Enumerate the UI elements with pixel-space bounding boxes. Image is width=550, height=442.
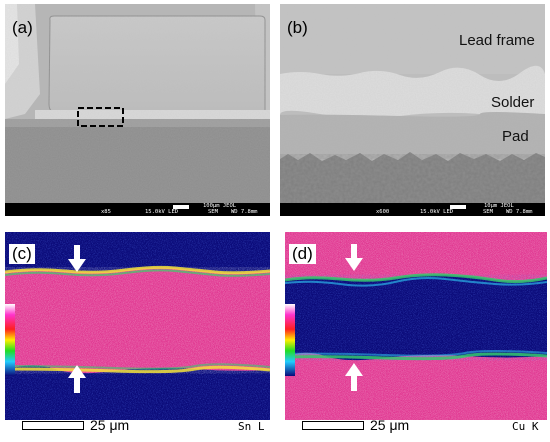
arrow-up-icon (68, 365, 86, 393)
sem-wd-b: WD 7.8mm (506, 209, 533, 215)
region-label-lead-frame: Lead frame (459, 32, 535, 49)
sem-scalebar-a (173, 205, 189, 209)
sem-voltage-a: 15.0kV LED (145, 209, 179, 215)
color-scale-strip-c (5, 304, 15, 376)
sem-mag-b: x600 (376, 209, 390, 215)
sem-scale-text-a: 100μm JEOL (203, 203, 237, 209)
sem-mode-a: SEM (208, 209, 218, 215)
sem-scalebar-b (450, 205, 466, 209)
scalebar-d (302, 421, 364, 430)
arrow-down-icon (68, 245, 86, 272)
element-label-cu: Cu K (512, 420, 539, 433)
arrow-down-icon (345, 244, 363, 271)
region-label-solder: Solder (491, 94, 535, 111)
sem-image-a: 100μm JEOL x85 15.0kV LED SEM WD 7.8mm (… (5, 4, 270, 216)
eds-map-sn-graphic (5, 232, 270, 420)
sem-image-a-graphic (5, 4, 270, 216)
eds-map-cu: (d) (285, 232, 547, 420)
sem-wd-a: WD 7.8mm (231, 209, 258, 215)
element-label-sn: Sn L (238, 420, 265, 433)
color-scale-strip-d (285, 304, 295, 376)
scale-text-d: 25 μm (370, 417, 410, 433)
panel-label-b: (b) (287, 18, 308, 37)
arrow-up-icon (345, 363, 363, 391)
sem-image-b: Lead frame Solder Pad 10μm JEOL x600 15.… (280, 4, 545, 216)
sem-mag-a: x85 (101, 209, 111, 215)
sem-voltage-b: 15.0kV LED (420, 209, 454, 215)
eds-map-cu-graphic (285, 232, 547, 420)
sem-info-bar-a: 100μm JEOL x85 15.0kV LED SEM WD 7.8mm (5, 203, 270, 216)
sem-scale-text-b: 10μm JEOL (484, 203, 514, 209)
sem-mode-b: SEM (483, 209, 493, 215)
sem-image-b-graphic (280, 4, 545, 216)
zoom-region-box (77, 107, 124, 127)
sem-info-bar-b: 10μm JEOL x600 15.0kV LED SEM WD 7.8mm (280, 203, 545, 216)
region-label-pad: Pad (502, 128, 529, 145)
panel-label-d: (d) (289, 244, 316, 264)
eds-map-sn: (c) (5, 232, 270, 420)
panel-label-c: (c) (9, 244, 35, 264)
panel-label-a: (a) (12, 18, 33, 37)
scalebar-c (22, 421, 84, 430)
scale-text-c: 25 μm (90, 417, 130, 433)
